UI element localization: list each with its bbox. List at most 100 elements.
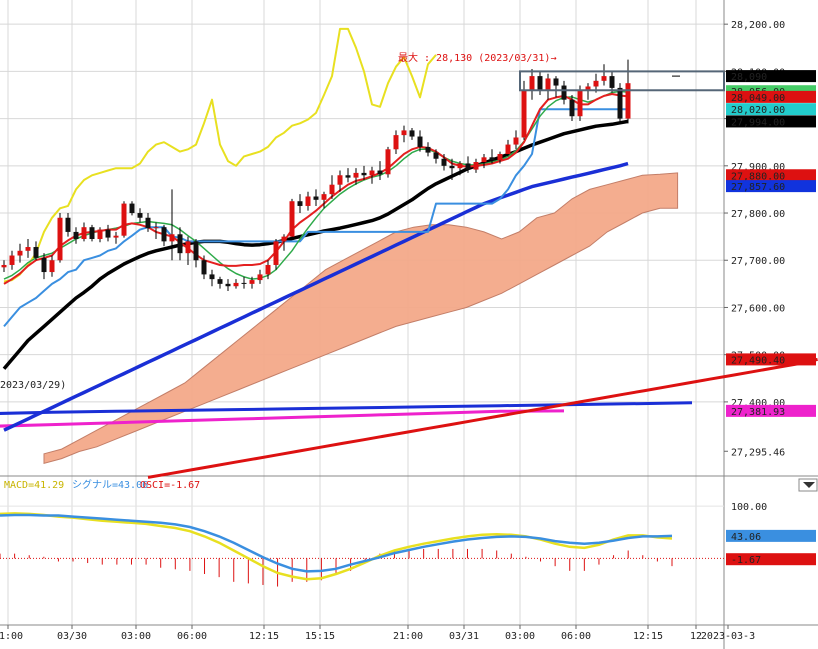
candle-body (609, 76, 615, 88)
price-badge (726, 90, 816, 103)
candle-body (185, 241, 191, 254)
candle-body (169, 234, 175, 242)
x-tick-label: 2023-03-3 (701, 631, 755, 642)
price-badge (726, 180, 816, 193)
price-badge (726, 169, 816, 182)
line-pink-ma (0, 409, 565, 428)
x-tick-label: 03/30 (57, 631, 87, 642)
candle-body (377, 170, 383, 175)
macd-header-label: MACD=41.29 (4, 480, 64, 491)
macd-header-label: シグナル=43.06 (72, 478, 148, 491)
panel-menu-icon (803, 482, 815, 488)
candle-body (209, 274, 215, 280)
annotations: 最大 : 28,130 (2023/03/31)→ 2023/03/29) (0, 51, 556, 391)
macd-badge (726, 553, 816, 566)
indicator-lines (0, 27, 818, 479)
x-tick-label: 03:00 (505, 631, 535, 642)
candle-body (593, 80, 599, 87)
max-range-box (519, 70, 725, 92)
candle-body (17, 250, 23, 256)
candle-body (105, 229, 111, 238)
candle-body (561, 85, 567, 100)
candle-body (201, 260, 207, 275)
candle-body (545, 78, 551, 91)
candle-body (537, 76, 543, 91)
candle-body (321, 194, 327, 200)
candle-body (497, 154, 503, 161)
max-label: 最大 : 28,130 (2023/03/31)→ (398, 51, 556, 64)
panel-menu-box (798, 478, 818, 492)
candle-body (9, 255, 15, 265)
price-badge-label: 27,381.93 (731, 407, 785, 418)
candle-body (289, 201, 295, 237)
candle-body (177, 234, 183, 254)
signal-line (0, 513, 673, 573)
candle-body (369, 170, 375, 176)
candle-body (249, 280, 255, 284)
candle-body (505, 144, 511, 155)
price-badge (726, 70, 816, 83)
candle-body (241, 282, 247, 284)
price-badge-label: 28,049.00 (731, 93, 785, 104)
candle-body (417, 136, 423, 147)
macd-badge-label: -1.67 (731, 555, 761, 566)
price-badge-label: 27,490.40 (731, 355, 785, 366)
candle-body (385, 149, 391, 175)
x-tick-label: 15:15 (305, 631, 335, 642)
x-tick-label: 21:00 (0, 631, 23, 642)
candle-body (121, 203, 127, 236)
price-badge-label: 27,857.60 (731, 182, 785, 193)
macd-tick-label: 100.00 (731, 502, 767, 513)
candle-body (217, 279, 223, 284)
candle-body (265, 264, 271, 275)
candle-body (425, 146, 431, 153)
candle-body (305, 196, 311, 206)
candle-body (313, 196, 319, 200)
candle-body (489, 157, 495, 161)
x-tick-label: 03/31 (449, 631, 479, 642)
x-tick-label: 03:00 (121, 631, 151, 642)
candle-body (345, 175, 351, 178)
candle-body (273, 241, 279, 265)
line-red-ma (147, 357, 818, 479)
x-tick-label: 06:00 (177, 631, 207, 642)
price-badge (726, 115, 816, 128)
candle-body (513, 137, 519, 145)
price-badge-label: 27,994.00 (731, 117, 785, 128)
candle-body (337, 175, 343, 185)
price-badge (726, 353, 816, 366)
price-badge (726, 103, 816, 116)
x-tick-label: 06:00 (561, 631, 591, 642)
y-tick-label: 27,400.00 (731, 398, 785, 409)
candle-body (601, 76, 607, 81)
time-axis: 21:00 03/30 03:00 06:00 12:15 15:15 21:00 03/31… (0, 625, 755, 642)
candle-body (257, 274, 263, 281)
candle-body (625, 83, 631, 119)
ichimoku-cloud (43, 172, 679, 464)
candle-body (617, 87, 623, 119)
left-date-label: 2023/03/29) (0, 380, 66, 391)
x-tick-label: 12:15 (249, 631, 279, 642)
x-tick-label: 21:00 (393, 631, 423, 642)
candle-body (553, 78, 559, 86)
y-tick-label: 27,600.00 (731, 303, 785, 314)
candle-body (49, 260, 55, 273)
candle-body (433, 152, 439, 159)
macd-header-label: OSCI=-1.67 (140, 480, 200, 491)
candle-body (361, 172, 367, 176)
candle-body (145, 217, 151, 229)
candle-body (89, 227, 95, 239)
candle-body (113, 235, 119, 238)
candle-body (521, 90, 527, 138)
candle-body (65, 217, 71, 232)
price-badge (726, 404, 816, 417)
cloud-area (43, 172, 679, 464)
candle-body (25, 247, 31, 251)
price-badge-label: 28,020.00 (731, 105, 785, 116)
candle-body (401, 130, 407, 136)
macd-line (0, 512, 673, 581)
candle-body (569, 99, 575, 117)
y-tick-label: 27,700.00 (731, 256, 785, 267)
candle-body (57, 217, 63, 261)
